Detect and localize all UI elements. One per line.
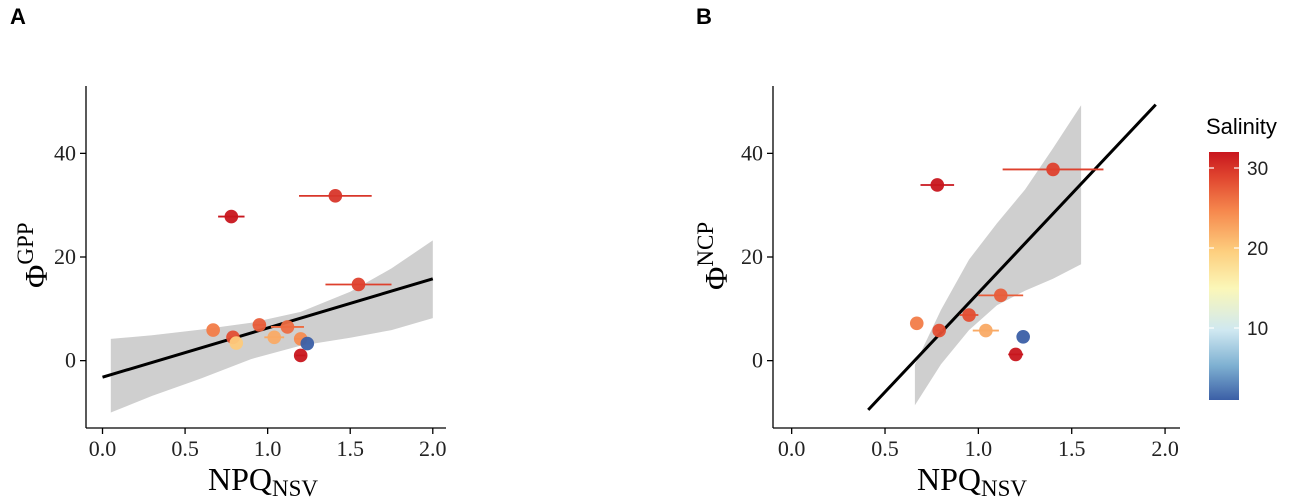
legend-tick-label-0: 10 — [1247, 319, 1268, 340]
panel-a-point-1 — [328, 189, 343, 203]
panel-a-points — [206, 189, 366, 363]
legend-title: Salinity — [1206, 114, 1277, 139]
panel-a-x-tick-label-3: 1.5 — [336, 436, 364, 461]
panel-b-y-tick-label-2: 40 — [741, 140, 763, 165]
panel-b-y-tick-label-0: 0 — [752, 348, 763, 373]
panel-a-point-11 — [293, 348, 308, 363]
panel-a-point-10 — [300, 336, 315, 351]
panel-a-tick-labels: 0.0 0.5 1.0 1.5 2.0 0 20 40 — [54, 140, 447, 461]
panel-b-point-0 — [930, 178, 945, 192]
panel-a-point-2 — [351, 277, 366, 292]
panel-b-ci-band — [914, 105, 1082, 406]
legend-colorbar — [1209, 152, 1239, 400]
panel-b-y-tick-label-1: 20 — [741, 244, 763, 269]
panel-b-x-axis-title: NPQNSV — [917, 461, 1027, 501]
panel-b-x-tick-label-2: 1.0 — [965, 436, 993, 461]
legend-tick-label-1: 20 — [1247, 239, 1268, 260]
panel-a-y-tick-label-0: 0 — [65, 348, 76, 373]
panel-a-point-6 — [229, 336, 244, 350]
panel-b-x-tick-label-1: 0.5 — [871, 436, 899, 461]
panel-b-point-1 — [1046, 162, 1060, 177]
legend-ticks: 10 20 30 — [1209, 159, 1268, 340]
panel-a-point-8 — [280, 320, 295, 334]
panel-b-fit-line — [867, 103, 1157, 411]
panel-a-x-tick-label-1: 0.5 — [171, 436, 199, 461]
panel-b-point-5 — [932, 323, 946, 338]
panel-b-y-axis-title: ΦNCP — [693, 222, 734, 290]
panel-b-points — [909, 162, 1060, 362]
panel-b-point-7 — [1016, 330, 1030, 344]
panel-a-x-tick-label-4: 2.0 — [419, 436, 447, 461]
legend-tick-label-2: 30 — [1247, 159, 1268, 180]
panel-a-x-tick-label-0: 0.0 — [89, 436, 117, 461]
panel-b-point-4 — [909, 316, 924, 331]
panel-b-point-6 — [979, 323, 993, 338]
panel-b-point-8 — [1008, 347, 1023, 362]
panel-a-axes — [80, 86, 446, 434]
panel-b-point-2 — [993, 288, 1008, 303]
panel-b-tick-labels: 0.0 0.5 1.0 1.5 2.0 0 20 40 — [741, 140, 1179, 461]
panel-a-fit-line — [102, 277, 434, 379]
panel-b-axes — [767, 86, 1180, 434]
panel-b-x-tick-label-4: 2.0 — [1151, 436, 1179, 461]
panel-b-point-3 — [962, 308, 976, 322]
panel-a-y-tick-label-1: 20 — [54, 244, 76, 269]
panel-a-fit-line-group — [102, 277, 434, 379]
panel-a-x-tick-label-2: 1.0 — [254, 436, 282, 461]
panel-b-confidence-band — [914, 105, 1082, 406]
panel-a-point-3 — [252, 318, 267, 332]
panel-a-letter: A — [10, 4, 26, 29]
panel-b: B 0.0 0.5 1.0 1.5 2.0 0 20 40 NPQNSV ΦNCP — [693, 4, 1180, 501]
panel-a-point-0 — [224, 209, 239, 224]
panel-b-letter: B — [696, 4, 712, 29]
panel-a-y-axis-title: ΦGPP — [13, 222, 54, 288]
salinity-legend: Salinity 10 20 30 — [1206, 114, 1277, 400]
panel-b-x-tick-label-3: 1.5 — [1058, 436, 1086, 461]
panel-a-point-4 — [206, 323, 220, 337]
panel-b-x-tick-label-0: 0.0 — [778, 436, 806, 461]
panel-a-x-axis-title: NPQNSV — [208, 461, 318, 501]
panel-a-y-tick-label-2: 40 — [54, 140, 76, 165]
panel-a: A 0.0 0.5 1.0 1.5 2.0 0 20 40 NPQNSV ΦGPP — [10, 4, 447, 501]
panel-b-fit-line-group — [867, 103, 1157, 411]
panel-a-point-7 — [267, 330, 282, 345]
